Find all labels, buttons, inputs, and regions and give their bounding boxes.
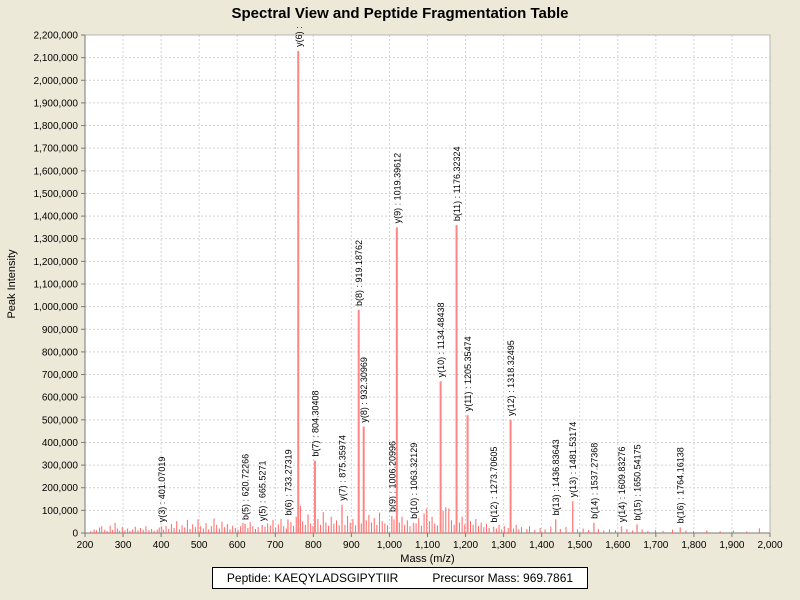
spectrum-chart: 200 300 400 500 600 700 800 900 1,000 1,100 1,200 1… <box>6 26 783 565</box>
y-axis-title: Peak Intensity <box>6 249 18 319</box>
peak-label: b(14) : 1537.27368 <box>589 443 599 519</box>
peak-label: b(11) : 1176.32324 <box>452 146 462 221</box>
x-tick-label: 1,400 <box>529 540 554 551</box>
x-tick-label: 1,200 <box>453 540 478 551</box>
y-tick-label: 700,000 <box>42 370 79 381</box>
peak-label: b(5) : 620.72266 <box>241 454 251 520</box>
y-tick-label: 1,400,000 <box>34 212 79 223</box>
x-tick-label: 1,300 <box>491 540 516 551</box>
y-tick-label: 900,000 <box>42 325 79 336</box>
peak-label: b(13) : 1436.83643 <box>551 439 561 515</box>
peak-label: b(12) : 1273.70605 <box>489 447 499 523</box>
y-tick-label: 500,000 <box>42 415 79 426</box>
peak-label: b(8) : 919.18762 <box>354 240 364 306</box>
y-tick-label: 1,800,000 <box>34 121 79 132</box>
x-tick-label: 800 <box>305 540 322 551</box>
peak-label: y(10) : 1134.48438 <box>436 302 446 377</box>
x-tick-label: 1,500 <box>567 540 592 551</box>
y-tick-label: 200,000 <box>42 483 79 494</box>
x-tick-label: 300 <box>115 540 132 551</box>
y-tick-label: 100,000 <box>42 506 79 517</box>
x-tick-label: 1,100 <box>415 540 440 551</box>
x-tick-labels: 200 300 400 500 600 700 800 900 1,000 1,100 1,200 1… <box>77 540 783 551</box>
x-tick-label: 1,700 <box>643 540 668 551</box>
y-tick-label: 1,700,000 <box>34 144 79 155</box>
y-tick-label: 1,500,000 <box>34 189 79 200</box>
peak-label: y(5) : 665.5271 <box>258 461 268 522</box>
y-tick-label: 400,000 <box>42 438 79 449</box>
y-tick-label: 1,900,000 <box>34 98 79 109</box>
peptide-info-container: Peptide: KAEQYLADSGIPYTIIR Precursor Mas… <box>0 567 800 589</box>
peak-label: b(9) : 1006.20996 <box>387 441 397 512</box>
peak-label: y(14) : 1609.83276 <box>617 447 627 523</box>
peak-label: b(6) : 733.27319 <box>283 449 293 515</box>
x-tick-label: 200 <box>77 540 94 551</box>
x-tick-label: 600 <box>229 540 246 551</box>
peak-label: y(6) : <box>294 26 304 47</box>
y-tick-label: 1,000,000 <box>34 302 79 313</box>
x-tick-label: 1,000 <box>377 540 402 551</box>
background-peaks <box>90 505 760 533</box>
x-tick-label: 1,900 <box>719 540 744 551</box>
peak-label: b(15) : 1650.54175 <box>633 444 643 520</box>
y-tick-label: 800,000 <box>42 347 79 358</box>
y-tick-label: 300,000 <box>42 461 79 472</box>
x-tick-label: 700 <box>267 540 284 551</box>
x-tick-label: 500 <box>191 540 208 551</box>
x-tick-label: 900 <box>343 540 360 551</box>
peak-label: b(16) : 1764.16138 <box>676 447 686 523</box>
x-tick-label: 400 <box>153 540 170 551</box>
peak-label: y(3) : 401.07019 <box>157 457 167 523</box>
peptide-sequence-label: Peptide: KAEQYLADSGIPYTIIR <box>226 571 399 585</box>
y-tick-label: 0 <box>72 529 78 540</box>
y-tick-label: 2,200,000 <box>34 31 79 42</box>
peak-label: b(7) : 804.30408 <box>310 391 320 457</box>
y-tick-label: 1,100,000 <box>34 280 79 291</box>
x-tick-label: 1,800 <box>681 540 706 551</box>
peak-label: y(11) : 1205.35474 <box>463 336 473 411</box>
peak-label: b(10) : 1063.32129 <box>409 443 419 519</box>
precursor-mass-label: Precursor Mass: 969.7861 <box>432 571 574 585</box>
y-tick-label: 1,200,000 <box>34 257 79 268</box>
y-tick-label: 2,100,000 <box>34 53 79 64</box>
y-tick-label: 1,600,000 <box>34 166 79 177</box>
tick-marks <box>81 34 771 537</box>
peak-label: y(8) : 932.30969 <box>359 357 369 423</box>
x-axis-title: Mass (m/z) <box>400 553 454 565</box>
y-tick-label: 2,000,000 <box>34 76 79 87</box>
gridlines <box>84 34 771 533</box>
y-tick-label: 1,300,000 <box>34 234 79 245</box>
peak-label: y(12) : 1318.32495 <box>506 340 516 416</box>
peak-label: y(9) : 1019.39612 <box>392 153 402 224</box>
peak-label: y(7) : 875.35974 <box>338 435 348 501</box>
peptide-info-box: Peptide: KAEQYLADSGIPYTIIR Precursor Mas… <box>211 567 589 589</box>
peak-label: y(13) : 1481.53174 <box>568 422 578 498</box>
page-title: Spectral View and Peptide Fragmentation … <box>231 5 569 22</box>
x-tick-label: 1,600 <box>605 540 630 551</box>
annotated-peaks: y(3) : 401.07019 b(5) : 620.72266 y(5) : 6… <box>157 26 686 533</box>
y-tick-labels: 0 100,000 200,000 300,000 400,000 500,000 600,… <box>34 31 79 540</box>
x-tick-label: 2,000 <box>757 540 782 551</box>
y-tick-label: 600,000 <box>42 393 79 404</box>
